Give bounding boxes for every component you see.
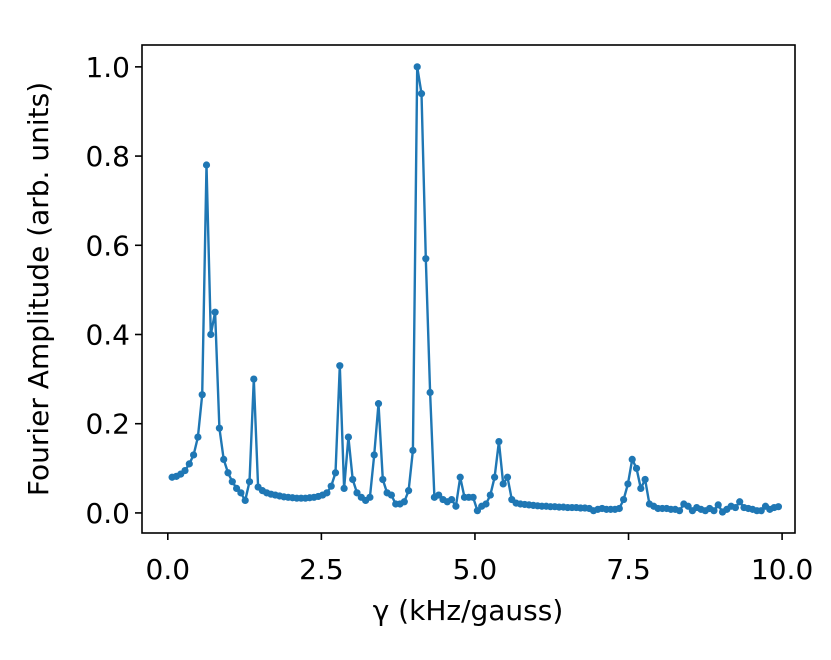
x-tick-label: 5.0 [453,553,498,586]
x-tick-label: 2.5 [299,553,344,586]
data-point [374,400,383,408]
data-point [233,484,241,492]
data-point [503,473,512,481]
data-point [452,502,460,510]
data-point [215,424,224,432]
data-point [327,482,335,490]
data-point [417,90,426,98]
data-point [409,446,417,455]
data-point [353,489,361,497]
data-point [245,478,254,486]
plot-frame [141,44,796,534]
data-point [228,478,236,486]
y-tick-label: 1.0 [85,51,130,84]
x-tick-label: 10.0 [751,553,813,586]
data-point [615,504,623,513]
data-point [736,498,744,506]
data-point [684,502,692,510]
x-tick-label: 7.5 [606,553,651,586]
data-point [628,455,636,463]
data-point [495,437,503,446]
data-point [486,491,494,499]
y-axis-label: Fourier Amplitude (arb. units) [22,82,55,496]
data-point [426,388,434,397]
data-point [323,489,331,497]
data-point [491,473,499,481]
data-point [241,496,249,505]
data-point [456,473,464,481]
data-point [499,480,507,488]
data-point [207,330,215,339]
data-point [632,464,641,472]
data-point [757,507,765,515]
data-point [349,475,357,484]
data-point [413,63,421,71]
x-axis-label: γ (kHz/gauss) [373,594,564,627]
data-point [731,503,740,512]
y-tick-label: 0.8 [85,140,130,173]
data-point [336,362,344,370]
data-point [331,469,340,477]
data-point [237,489,245,497]
data-point [185,460,193,468]
data-point [198,391,206,399]
data-point [220,455,228,463]
data-point [620,495,628,504]
data-point [637,484,645,492]
y-tick-label: 0.2 [85,408,130,441]
data-point [250,375,258,383]
data-point [211,308,219,316]
data-line [171,66,779,514]
data-point [181,466,189,475]
data-point [422,255,430,263]
data-point [405,487,413,495]
data-point [387,491,396,499]
data-point [340,484,348,492]
data-point [366,493,374,501]
data-point [714,501,722,509]
data-point [224,469,232,477]
data-point [710,507,718,515]
data-point [344,433,353,441]
data-point [435,491,443,499]
y-tick-label: 0.6 [85,229,130,262]
data-point [473,507,482,515]
data-point [624,480,632,488]
data-point [482,500,490,508]
data-point [202,161,211,169]
data-point [379,475,387,484]
x-tick-label: 0.0 [146,553,191,586]
data-point [400,498,408,506]
data-point [641,475,649,484]
data-point [194,433,202,441]
data-point [469,493,477,501]
data-point [675,507,684,515]
y-tick-label: 0.0 [85,497,130,530]
data-point [370,451,378,459]
data-point [190,451,198,459]
y-tick-label: 0.4 [85,318,130,351]
data-point [774,503,783,511]
data-point [448,495,456,504]
